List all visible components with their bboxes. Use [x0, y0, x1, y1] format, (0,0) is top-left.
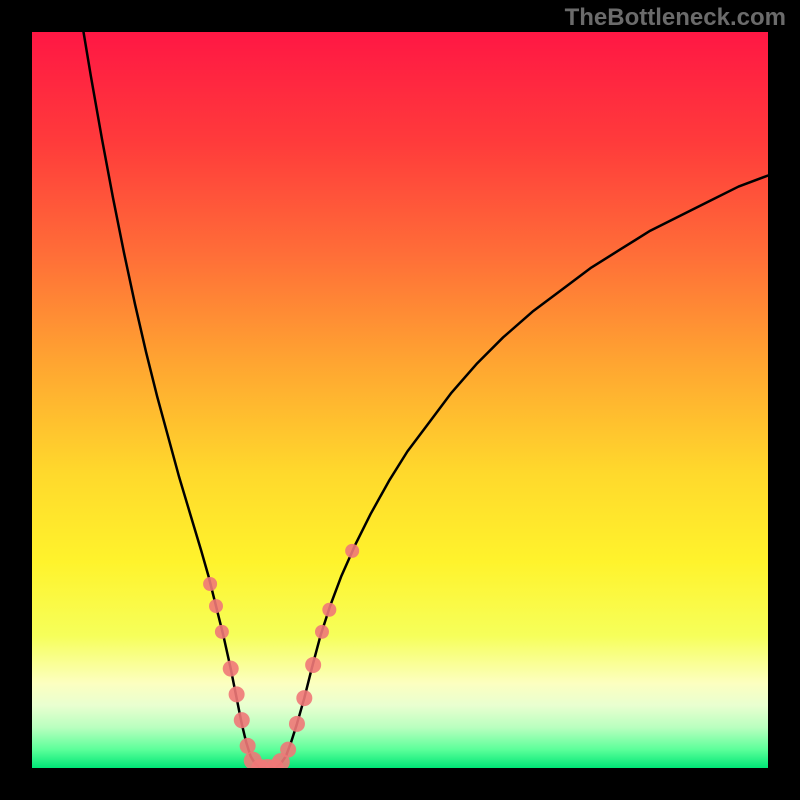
data-marker: [289, 716, 305, 732]
chart-frame: TheBottleneck.com: [0, 0, 800, 800]
data-marker: [209, 599, 223, 613]
data-markers: [203, 544, 359, 768]
watermark-text: TheBottleneck.com: [565, 4, 786, 32]
data-marker: [229, 686, 245, 702]
data-marker: [315, 625, 329, 639]
data-marker: [322, 603, 336, 617]
data-marker: [203, 577, 217, 591]
data-marker: [296, 690, 312, 706]
data-marker: [215, 625, 229, 639]
data-marker: [240, 738, 256, 754]
plot-svg: [32, 32, 768, 768]
plot-area: [32, 32, 768, 768]
data-marker: [234, 712, 250, 728]
data-marker: [305, 657, 321, 673]
data-marker: [345, 544, 359, 558]
data-marker: [280, 742, 296, 758]
bottleneck-curve: [84, 32, 768, 768]
data-marker: [223, 661, 239, 677]
